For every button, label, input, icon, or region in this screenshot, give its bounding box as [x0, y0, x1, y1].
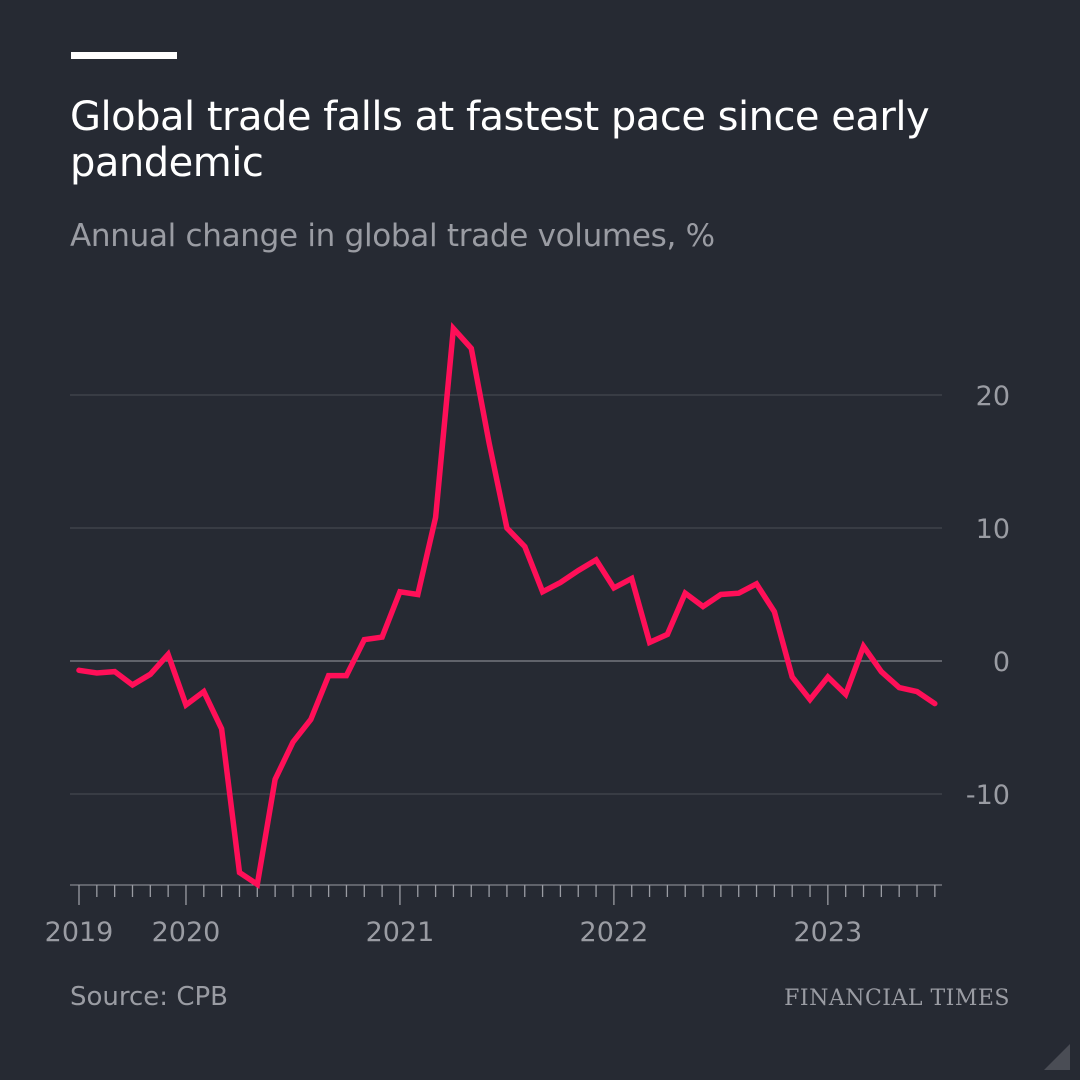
resize-corner-icon — [1044, 1044, 1070, 1070]
x-tick-label: 2020 — [152, 917, 221, 948]
y-tick-label: 0 — [993, 647, 1010, 678]
x-tick-label: 2022 — [580, 917, 649, 948]
source-note: Source: CPB — [70, 982, 228, 1012]
x-tick-label: 2021 — [366, 917, 435, 948]
series-line — [76, 321, 938, 890]
ft-accent-bar — [71, 52, 177, 59]
y-tick-label: 10 — [976, 514, 1010, 545]
y-tick-label: -10 — [966, 780, 1010, 811]
y-tick-label: 20 — [976, 381, 1010, 412]
chart-subtitle: Annual change in global trade volumes, % — [70, 218, 715, 254]
ft-logo: FINANCIAL TIMES — [784, 986, 1010, 1011]
x-tick-label: 2023 — [794, 917, 863, 948]
chart-title: Global trade falls at fastest pace since… — [70, 94, 930, 186]
x-tick-label: 2019 — [45, 917, 114, 948]
